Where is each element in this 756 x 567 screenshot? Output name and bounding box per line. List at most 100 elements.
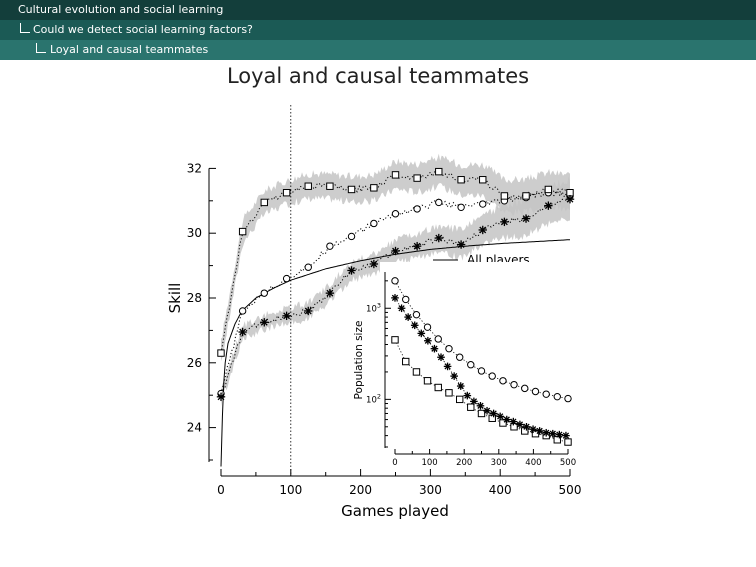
data-point [435, 198, 443, 207]
breadcrumb: Cultural evolution and social learning C… [0, 0, 756, 60]
data-point [423, 377, 432, 385]
data-point [423, 323, 432, 331]
breadcrumb-section-label: Cultural evolution and social learning [18, 3, 224, 16]
data-point [562, 431, 570, 440]
star-stroke [217, 393, 225, 401]
star-stroke [405, 313, 412, 321]
data-point [417, 329, 426, 338]
breadcrumb-frame[interactable]: Loyal and causal teammates [0, 40, 756, 60]
data-point [404, 313, 412, 321]
data-point [326, 182, 334, 190]
star-stroke [260, 318, 268, 326]
star-stroke [529, 426, 537, 433]
star-stroke [392, 247, 399, 255]
data-point [282, 274, 291, 283]
x-tick-label: 400 [489, 483, 512, 497]
inset-x-tick-label: 400 [525, 458, 541, 468]
data-point [489, 409, 498, 418]
data-point [410, 321, 419, 330]
data-point [521, 214, 531, 223]
data-point [402, 357, 410, 366]
data-point [391, 171, 400, 179]
data-point [370, 184, 378, 192]
star-stroke [424, 337, 432, 344]
data-point [535, 427, 544, 435]
data-point [564, 394, 572, 403]
x-tick-label: 0 [217, 483, 225, 497]
inset-background [380, 262, 576, 460]
star-stroke [304, 307, 312, 315]
star-stroke [444, 363, 451, 370]
star-stroke [437, 354, 445, 361]
star-stroke [543, 429, 550, 436]
data-point [483, 406, 491, 415]
breadcrumb-subsection[interactable]: Could we detect social learning factors? [0, 20, 756, 40]
data-point [434, 233, 443, 243]
data-point [470, 397, 478, 406]
data-point [304, 263, 312, 271]
series-casual-subclass [216, 194, 575, 402]
star-stroke [490, 410, 497, 417]
star-stroke [326, 289, 334, 297]
inset-y-axis-label: Population size [353, 321, 365, 400]
data-point [326, 242, 334, 250]
series-line [394, 280, 569, 399]
star-stroke [411, 322, 418, 329]
data-point [260, 289, 268, 297]
star-stroke [549, 430, 556, 437]
star-stroke [510, 418, 517, 425]
data-point [496, 412, 504, 421]
data-point [325, 288, 335, 298]
data-point [412, 310, 421, 319]
data-point [479, 176, 487, 184]
data-point [424, 336, 432, 345]
data-point [216, 392, 226, 402]
data-point [260, 198, 268, 207]
breadcrumb-frame-label: Loyal and causal teammates [50, 43, 209, 56]
data-point [555, 430, 564, 439]
data-point [500, 217, 509, 227]
star-stroke [503, 416, 510, 423]
x-tick-label: 300 [419, 483, 442, 497]
star-stroke [477, 402, 484, 409]
data-point [391, 210, 400, 218]
data-point [282, 189, 291, 197]
data-point [531, 387, 540, 396]
data-point [391, 277, 399, 285]
data-point [502, 415, 511, 424]
data-point [510, 380, 518, 389]
data-point [445, 344, 453, 353]
data-point [282, 311, 291, 321]
star-stroke [483, 407, 491, 414]
data-point [476, 401, 485, 410]
data-point [509, 417, 518, 426]
data-point [544, 201, 553, 210]
data-point [456, 240, 466, 249]
x-tick-label: 100 [279, 483, 302, 497]
data-point [391, 246, 400, 256]
inset-y-tick-label: 103 [366, 301, 381, 314]
breadcrumb-section[interactable]: Cultural evolution and social learning [0, 0, 756, 20]
star-stroke [435, 234, 443, 242]
data-point [347, 266, 356, 275]
data-point [435, 167, 443, 176]
data-point [402, 295, 410, 304]
data-point [413, 205, 421, 213]
data-point [467, 361, 475, 369]
star-stroke [566, 195, 574, 203]
data-point [488, 372, 496, 380]
x-tick-label: 200 [349, 483, 372, 497]
data-point [450, 372, 458, 380]
data-point [304, 182, 312, 190]
inset-series-loyal-subclass [391, 336, 572, 446]
x-tick-label: 500 [559, 483, 582, 497]
star-stroke [398, 305, 405, 312]
y-tick-label: 28 [187, 291, 202, 305]
series-loyal-subclass [217, 167, 574, 357]
star-stroke [418, 330, 425, 337]
data-point [467, 403, 475, 411]
data-point [260, 318, 269, 327]
star-stroke [522, 215, 530, 223]
data-point [542, 390, 550, 398]
